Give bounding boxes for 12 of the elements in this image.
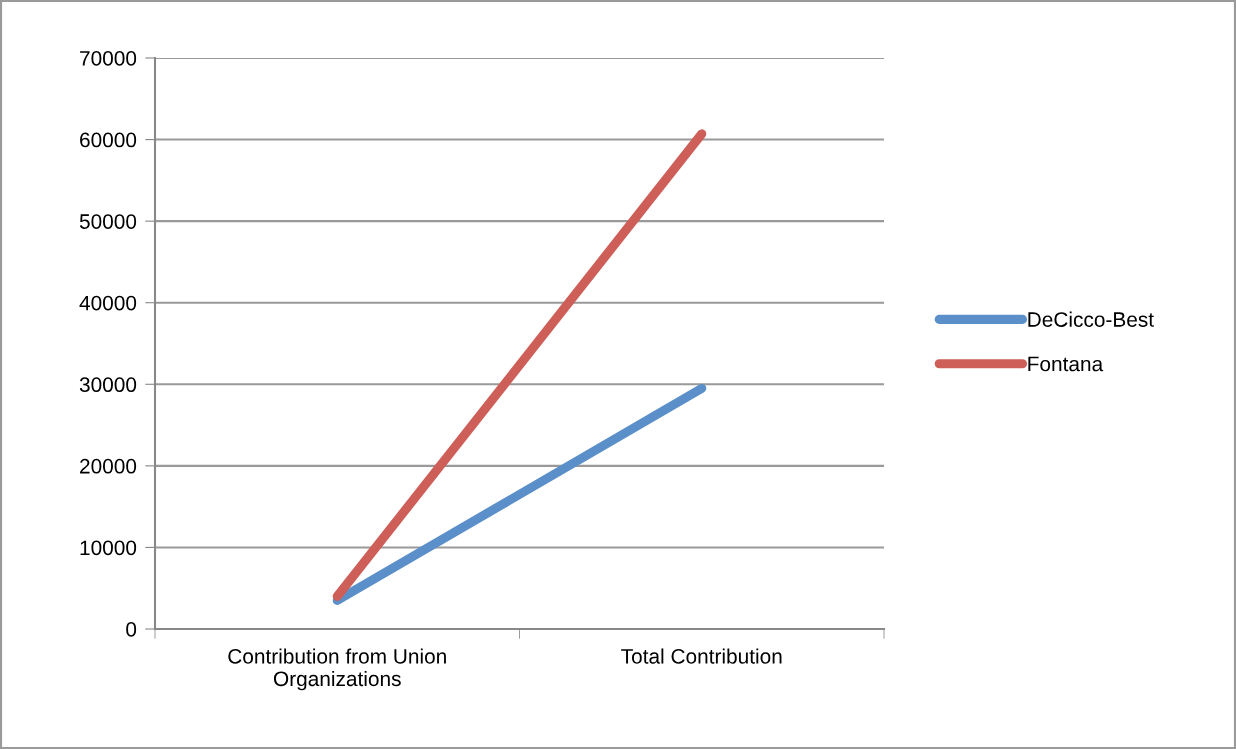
y-tick-label: 10000: [80, 540, 137, 556]
y-tick-label: 70000: [80, 51, 137, 66]
y-tick-label: 50000: [79, 214, 137, 229]
y-tick-label: 60000: [80, 132, 137, 148]
legend-label: Fontana: [1028, 356, 1104, 372]
legend-label: DeCicco-Best: [1028, 311, 1154, 327]
y-tick-label: 0: [126, 622, 137, 637]
y-tick-label: 20000: [80, 458, 137, 474]
y-tick-label: 40000: [79, 295, 137, 311]
y-tick-label: 30000: [79, 377, 137, 393]
x-tick-label: Contribution from Union Organizations: [228, 648, 446, 691]
x-tick-label: Total Contribution: [621, 648, 782, 664]
